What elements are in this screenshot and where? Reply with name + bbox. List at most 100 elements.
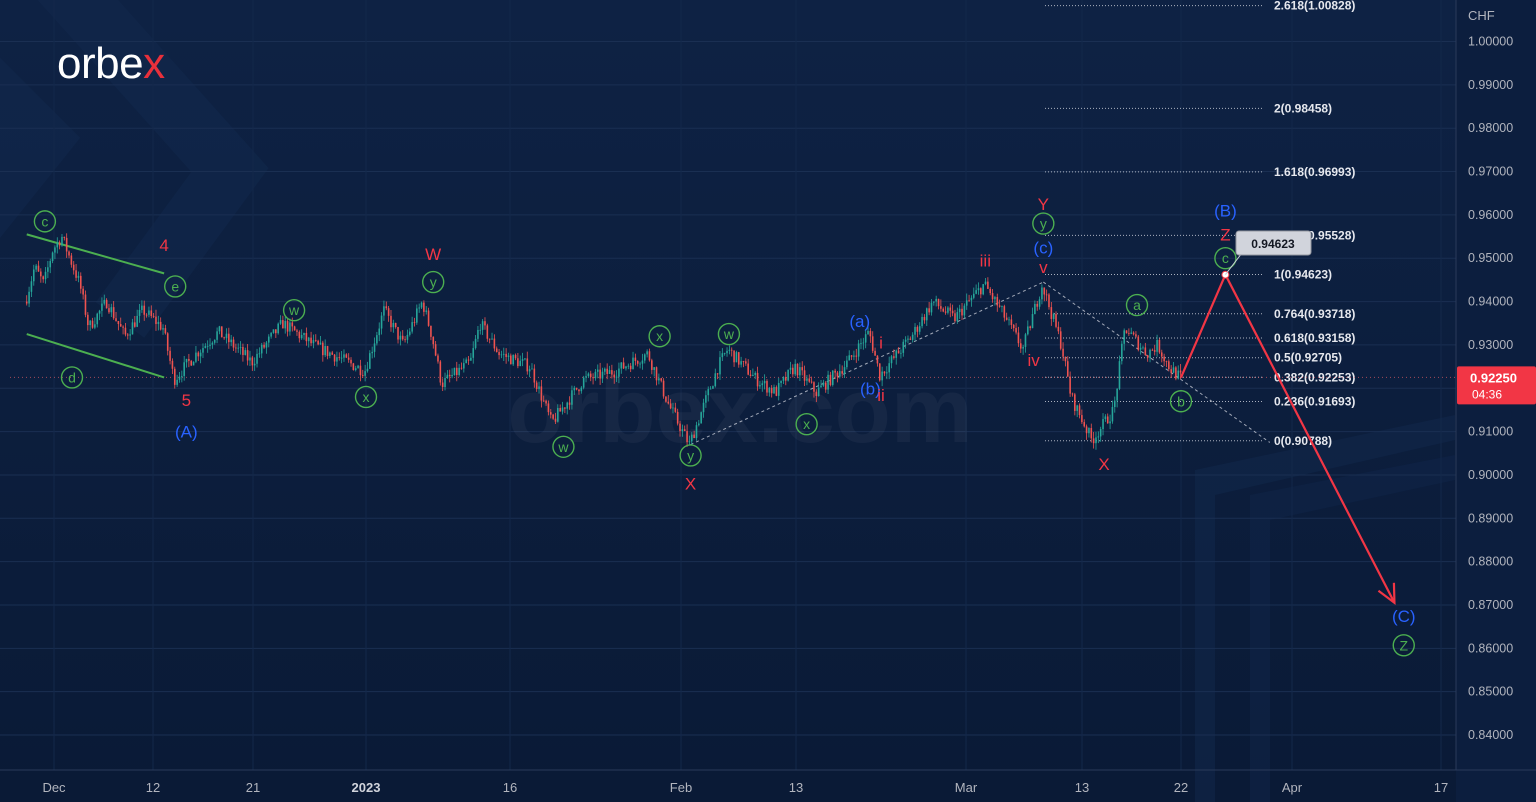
candle-body [1012,324,1015,329]
y-tick-label: 0.96000 [1468,208,1513,222]
candle-body [799,367,801,376]
trend-lines [26,233,1271,446]
candle-body [655,367,658,381]
candle-body [728,349,731,351]
candle-body [902,341,905,353]
candle-body [587,373,590,377]
candle-body [1106,416,1109,424]
wave-label-text: b [1177,393,1185,409]
candle-body [434,344,437,356]
candle-body [213,339,216,343]
candle-body [935,298,937,302]
candle-body [1069,376,1071,394]
candle-body [79,275,82,289]
dashed-trend-line[interactable] [690,281,1044,446]
y-tick-label: 0.91000 [1468,425,1513,439]
candle-body [181,375,183,377]
candle-body [780,380,782,383]
candle-body [846,360,848,368]
channel-line[interactable] [26,233,165,275]
candle-body [557,407,559,422]
candle-body [695,425,698,439]
candle-body [152,315,155,317]
candle-body [1177,370,1180,379]
candle-body [138,309,141,316]
candle-body [958,308,961,313]
x-tick-label: 21 [246,780,260,795]
candle-body [634,357,637,362]
candle-body [829,374,832,385]
candle-body [82,288,84,295]
candle-body [68,251,70,256]
candle-body [155,316,157,325]
candle-body [1090,428,1093,439]
candle-body [911,334,914,340]
y-tick-label: 0.98000 [1468,121,1513,135]
price-tag-box[interactable] [1235,230,1312,256]
candle-body [1048,294,1050,308]
channel-line[interactable] [26,333,165,379]
candle-body [1153,350,1156,352]
candle-body [451,374,453,377]
candle-body [533,368,536,383]
candle-body [51,252,54,262]
candle-body [42,276,44,280]
candle-body [1130,332,1133,334]
candle-body [747,363,749,375]
candle-body [54,247,56,253]
candle-body [547,403,550,413]
candle-body [1175,367,1177,379]
wave-label-text: c [1222,250,1229,266]
candle-body [319,342,322,345]
candle-body [1078,405,1081,416]
candle-body [249,357,251,361]
candle-body [394,322,397,328]
candle-body [806,378,808,381]
wave-label-text: y [1040,216,1047,232]
wave-label-text: 4 [159,236,168,255]
candle-body [721,353,724,358]
candle-body [963,305,966,316]
candle-body [455,367,458,375]
wave-label: Z [1392,634,1415,657]
candle-body [1024,334,1027,347]
candle-body [1137,336,1140,350]
wave-label: iii [980,251,991,270]
wave-label-text: y [430,274,437,290]
forecast-pivot-point[interactable] [1221,270,1230,279]
dashed-trend-line[interactable] [1043,281,1271,443]
candle-body [143,305,146,315]
candle-body [376,335,378,344]
candle-body [411,322,413,332]
candle-body [594,371,597,379]
candle-body [662,380,665,397]
candle-body [488,338,491,340]
candle-body [987,281,989,289]
candle-body [1064,356,1067,362]
candle-body [904,339,907,342]
candle-body [432,336,435,345]
wave-label-circle [164,275,187,298]
candle-body [947,307,949,313]
candle-body [1022,346,1024,349]
candle-body [928,308,930,313]
candle-body [761,383,764,386]
candle-body [895,350,898,358]
candle-body [183,362,185,376]
price-tag-pointer [1225,252,1243,275]
price-tag-label: 0.94623 [1251,237,1295,251]
candle-body [1165,361,1168,362]
candle-body [1038,299,1041,307]
candle-body [185,358,188,363]
wave-label-circle [422,270,445,294]
candle-body [942,308,945,312]
candle-body [886,372,888,374]
candle-body [681,429,684,432]
candle-body [347,357,350,360]
candle-body [726,350,728,354]
wave-label: d [60,366,84,389]
x-tick-label: Dec [42,780,66,795]
candle-body [528,369,531,372]
candle-body [108,308,110,313]
